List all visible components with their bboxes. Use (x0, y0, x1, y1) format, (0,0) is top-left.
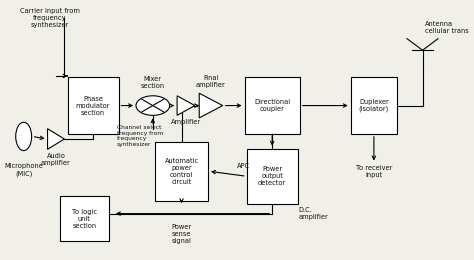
Text: Antenna
cellular trans: Antenna cellular trans (425, 21, 468, 34)
Text: Channel select
frequency from
frequency
synthesizer: Channel select frequency from frequency … (117, 125, 163, 147)
Bar (155, 142, 208, 201)
Polygon shape (199, 93, 223, 118)
Bar (60, 196, 109, 241)
Text: Phase
modulator
section: Phase modulator section (76, 96, 110, 115)
Text: Power
sense
signal: Power sense signal (172, 224, 191, 244)
Text: Directional
coupler: Directional coupler (254, 99, 290, 112)
Text: Mixer
section: Mixer section (141, 76, 165, 89)
Text: Duplexer
(isolator): Duplexer (isolator) (359, 99, 389, 112)
Polygon shape (47, 129, 64, 149)
Text: Final
amplifier: Final amplifier (196, 75, 226, 88)
Text: Carrier input from
frequency
synthesizer: Carrier input from frequency synthesizer (20, 8, 80, 28)
Bar (247, 149, 298, 204)
Text: D.C.
amplifier: D.C. amplifier (299, 207, 328, 220)
Circle shape (136, 96, 170, 115)
Text: Audio
amplifier: Audio amplifier (41, 153, 71, 166)
Text: Amplifier: Amplifier (171, 119, 201, 125)
Text: Power
output
detector: Power output detector (258, 166, 286, 186)
Text: APC: APC (237, 163, 250, 169)
Text: Microphone
(MIC): Microphone (MIC) (4, 164, 43, 177)
Text: To receiver
input: To receiver input (356, 165, 392, 178)
Bar (68, 77, 118, 134)
Text: To logic
unit
section: To logic unit section (72, 209, 97, 229)
Bar (351, 77, 397, 134)
Bar (245, 77, 300, 134)
Text: Automatic
power
control
circuit: Automatic power control circuit (164, 158, 199, 185)
Ellipse shape (16, 122, 32, 151)
Polygon shape (177, 96, 195, 115)
